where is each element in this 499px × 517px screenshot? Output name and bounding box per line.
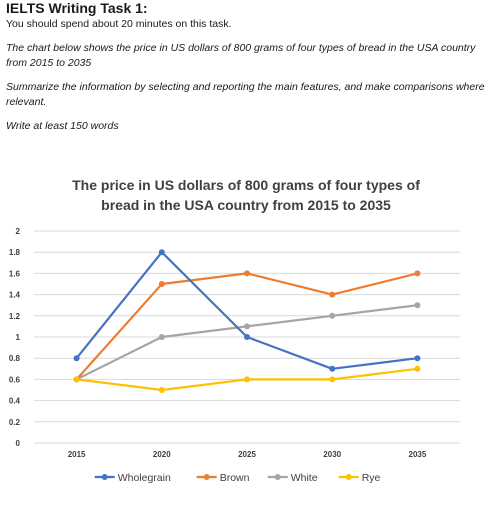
data-point-white — [329, 312, 336, 319]
data-point-brown — [158, 281, 165, 287]
x-tick-label: 2015 — [68, 450, 86, 459]
line-chart: The price in US dollars of 800 grams of … — [9, 177, 460, 484]
y-tick-label: 1.2 — [9, 312, 21, 321]
legend-label-brown: Brown — [220, 472, 250, 484]
y-tick-label: 1.6 — [9, 269, 21, 278]
y-tick-label: 2 — [16, 227, 21, 236]
task-prompt: The chart below shows the price in US do… — [6, 42, 476, 69]
task-title: IELTS Writing Task 1: — [6, 0, 148, 16]
data-point-brown — [329, 291, 336, 298]
y-tick-label: 1 — [16, 333, 21, 342]
y-tick-label: 0.4 — [9, 397, 21, 406]
series-line-white — [76, 304, 418, 381]
data-point-wholegrain — [73, 355, 80, 362]
data-point-wholegrain — [158, 249, 165, 256]
data-point-wholegrain — [329, 365, 336, 372]
data-point-wholegrain — [414, 355, 421, 362]
x-tick-label: 2025 — [238, 450, 256, 459]
data-point-brown — [244, 270, 250, 277]
y-tick-label: 1.8 — [9, 248, 21, 257]
data-point-rye — [414, 365, 421, 372]
data-point-rye — [158, 387, 165, 393]
task-subtitle: You should spend about 20 minutes on thi… — [6, 18, 232, 30]
legend-label-wholegrain: Wholegrain — [118, 472, 171, 484]
x-axis-tick-labels: 2015 2020 2025 2030 2035 — [68, 450, 427, 459]
data-point-rye — [329, 376, 336, 383]
chart-container: The price in US dollars of 800 grams of … — [0, 172, 499, 512]
x-tick-label: 2035 — [409, 450, 427, 459]
y-tick-label: 0.8 — [9, 354, 21, 363]
y-tick-label: 0.2 — [9, 418, 21, 427]
data-point-wholegrain — [244, 334, 250, 340]
chart-title-line-2: bread in the USA country from 2015 to 20… — [101, 197, 391, 213]
data-point-brown — [414, 270, 421, 277]
task-text: IELTS Writing Task 1: You should spend a… — [6, 0, 494, 134]
y-tick-label: 0 — [16, 439, 21, 448]
legend-label-white: White — [291, 472, 318, 484]
data-point-rye — [244, 376, 250, 383]
legend-marker-rye — [345, 474, 352, 480]
chart-title-line-1: The price in US dollars of 800 grams of … — [72, 177, 420, 193]
y-tick-label: 1.4 — [9, 291, 21, 300]
legend-marker-brown — [203, 474, 210, 480]
data-point-white — [244, 323, 250, 330]
legend-marker-wholegrain — [101, 474, 108, 480]
legend-label-rye: Rye — [362, 472, 381, 484]
x-tick-label: 2020 — [153, 450, 171, 459]
data-point-white — [414, 302, 421, 309]
x-tick-label: 2030 — [323, 450, 341, 459]
y-axis-tick-labels: 0 0.2 0.4 0.6 0.8 1 1.2 1.4 1.6 1.8 2 — [9, 227, 21, 448]
data-point-white — [158, 334, 165, 340]
chart-legend: Wholegrain Brown White Rye — [94, 472, 381, 484]
task-instruction: Summarize the information by selecting a… — [6, 81, 485, 108]
series-markers — [73, 249, 421, 393]
data-point-rye — [73, 376, 80, 383]
task-word-limit: Write at least 150 words — [6, 120, 119, 132]
y-tick-label: 0.6 — [9, 375, 21, 384]
legend-marker-white — [274, 474, 281, 480]
